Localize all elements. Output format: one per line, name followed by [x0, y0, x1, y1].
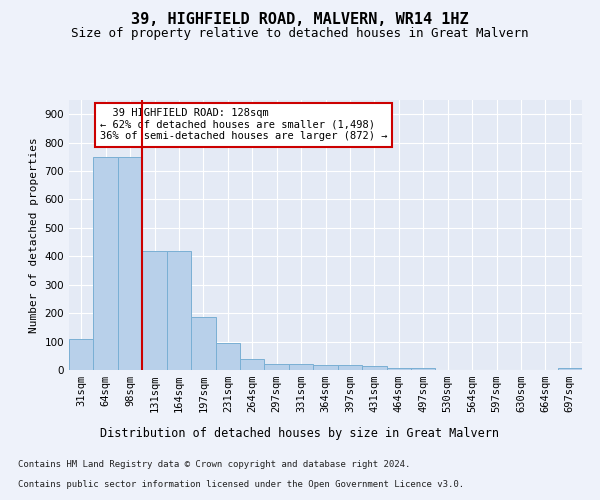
Bar [215, 343, 240, 370]
Y-axis label: Number of detached properties: Number of detached properties [29, 137, 39, 333]
Text: Size of property relative to detached houses in Great Malvern: Size of property relative to detached ho… [71, 28, 529, 40]
Bar [313, 365, 338, 370]
Text: 39 HIGHFIELD ROAD: 128sqm
← 62% of detached houses are smaller (1,498)
36% of se: 39 HIGHFIELD ROAD: 128sqm ← 62% of detac… [100, 108, 387, 142]
Bar [191, 316, 215, 370]
Bar [362, 366, 386, 370]
Bar [167, 250, 191, 370]
Text: Distribution of detached houses by size in Great Malvern: Distribution of detached houses by size … [101, 428, 499, 440]
Bar [240, 358, 265, 370]
Text: 39, HIGHFIELD ROAD, MALVERN, WR14 1HZ: 39, HIGHFIELD ROAD, MALVERN, WR14 1HZ [131, 12, 469, 28]
Bar [557, 368, 582, 370]
Bar [338, 365, 362, 370]
Bar [386, 368, 411, 370]
Bar [94, 158, 118, 370]
Text: Contains public sector information licensed under the Open Government Licence v3: Contains public sector information licen… [18, 480, 464, 489]
Bar [118, 156, 142, 370]
Bar [289, 364, 313, 370]
Bar [142, 250, 167, 370]
Bar [69, 338, 94, 370]
Bar [411, 368, 436, 370]
Bar [265, 364, 289, 370]
Text: Contains HM Land Registry data © Crown copyright and database right 2024.: Contains HM Land Registry data © Crown c… [18, 460, 410, 469]
